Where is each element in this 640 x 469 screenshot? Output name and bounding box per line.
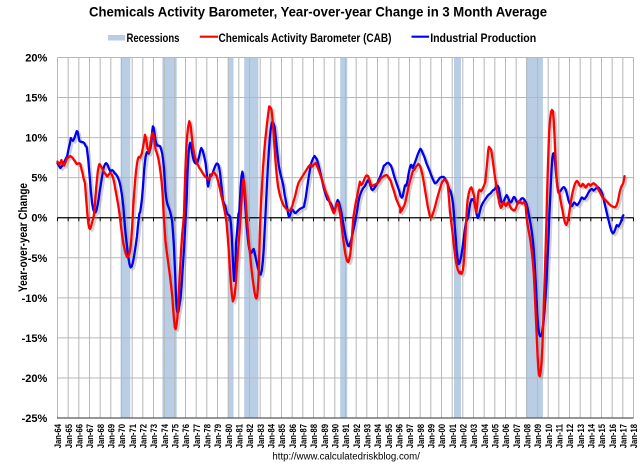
svg-text:Jan-94: Jan-94 (373, 423, 383, 448)
svg-text:Jan-89: Jan-89 (320, 424, 330, 448)
svg-text:Jan-18: Jan-18 (629, 424, 639, 448)
svg-text:Year-over-year Change: Year-over-year Change (16, 183, 30, 292)
svg-text:Jan-10: Jan-10 (544, 424, 554, 448)
svg-text:Jan-88: Jan-88 (309, 424, 319, 448)
svg-text:Jan-92: Jan-92 (352, 424, 362, 448)
svg-text:Jan-68: Jan-68 (96, 424, 106, 448)
svg-text:Jan-02: Jan-02 (458, 424, 468, 448)
svg-text:Jan-01: Jan-01 (448, 424, 458, 448)
svg-text:Jan-76: Jan-76 (181, 424, 191, 448)
svg-text:Jan-08: Jan-08 (522, 424, 532, 448)
svg-text:Jan-06: Jan-06 (501, 424, 511, 448)
svg-text:Jan-74: Jan-74 (160, 423, 170, 448)
svg-text:Jan-14: Jan-14 (586, 423, 596, 448)
svg-text:Jan-98: Jan-98 (416, 424, 426, 448)
svg-text:Jan-73: Jan-73 (149, 424, 159, 448)
svg-text:Jan-07: Jan-07 (512, 424, 522, 448)
svg-text:Jan-09: Jan-09 (533, 424, 543, 448)
svg-text:Jan-77: Jan-77 (192, 424, 202, 448)
svg-text:Jan-91: Jan-91 (341, 424, 351, 448)
svg-text:20%: 20% (25, 53, 47, 65)
svg-text:Jan-79: Jan-79 (213, 424, 223, 448)
svg-text:http://www.calculatedriskblog.: http://www.calculatedriskblog.com/ (272, 452, 420, 463)
svg-text:Jan-04: Jan-04 (480, 423, 490, 448)
svg-text:-20%: -20% (22, 373, 48, 385)
svg-text:Jan-87: Jan-87 (298, 424, 308, 448)
svg-text:Jan-97: Jan-97 (405, 424, 415, 448)
svg-text:Industrial Production: Industrial Production (430, 33, 536, 45)
svg-text:Jan-99: Jan-99 (426, 424, 436, 448)
svg-text:Jan-69: Jan-69 (106, 424, 116, 448)
svg-text:Jan-78: Jan-78 (202, 424, 212, 448)
svg-text:5%: 5% (31, 173, 47, 185)
svg-text:Jan-72: Jan-72 (138, 424, 148, 448)
svg-text:Recessions: Recessions (127, 33, 180, 45)
svg-text:-10%: -10% (22, 293, 48, 305)
svg-text:Jan-13: Jan-13 (576, 424, 586, 448)
svg-text:Jan-75: Jan-75 (170, 424, 180, 448)
svg-text:Jan-65: Jan-65 (64, 424, 74, 448)
svg-text:Jan-15: Jan-15 (597, 424, 607, 448)
svg-text:Jan-80: Jan-80 (224, 424, 234, 448)
svg-text:0%: 0% (31, 213, 47, 225)
svg-text:Jan-05: Jan-05 (490, 424, 500, 448)
svg-text:-25%: -25% (22, 413, 48, 425)
svg-text:Jan-81: Jan-81 (234, 424, 244, 448)
svg-text:Jan-17: Jan-17 (618, 424, 628, 448)
svg-text:Jan-82: Jan-82 (245, 424, 255, 448)
svg-text:Jan-90: Jan-90 (330, 424, 340, 448)
svg-text:Jan-96: Jan-96 (394, 424, 404, 448)
svg-text:Jan-93: Jan-93 (362, 424, 372, 448)
svg-text:10%: 10% (25, 133, 47, 145)
svg-text:Jan-85: Jan-85 (277, 424, 287, 448)
svg-text:Jan-16: Jan-16 (608, 424, 618, 448)
svg-text:Jan-70: Jan-70 (117, 424, 127, 448)
svg-text:Jan-64: Jan-64 (53, 423, 63, 448)
svg-text:Chemicals Activity Barometer,: Chemicals Activity Barometer, Year-over-… (89, 4, 547, 19)
svg-text:Jan-67: Jan-67 (85, 424, 95, 448)
svg-text:Jan-11: Jan-11 (554, 424, 564, 448)
svg-text:-5%: -5% (28, 253, 48, 265)
svg-text:Jan-03: Jan-03 (469, 424, 479, 448)
svg-text:Jan-71: Jan-71 (128, 424, 138, 448)
svg-text:Jan-86: Jan-86 (288, 424, 298, 448)
svg-text:Jan-95: Jan-95 (384, 424, 394, 448)
svg-text:Jan-66: Jan-66 (74, 424, 84, 448)
svg-text:Chemicals Activity Barometer (: Chemicals Activity Barometer (CAB) (219, 33, 392, 45)
svg-text:15%: 15% (25, 93, 47, 105)
svg-text:Jan-83: Jan-83 (256, 424, 266, 448)
svg-text:-15%: -15% (22, 333, 48, 345)
svg-text:Jan-00: Jan-00 (437, 424, 447, 448)
svg-text:Jan-12: Jan-12 (565, 424, 575, 448)
svg-text:Jan-84: Jan-84 (266, 423, 276, 448)
